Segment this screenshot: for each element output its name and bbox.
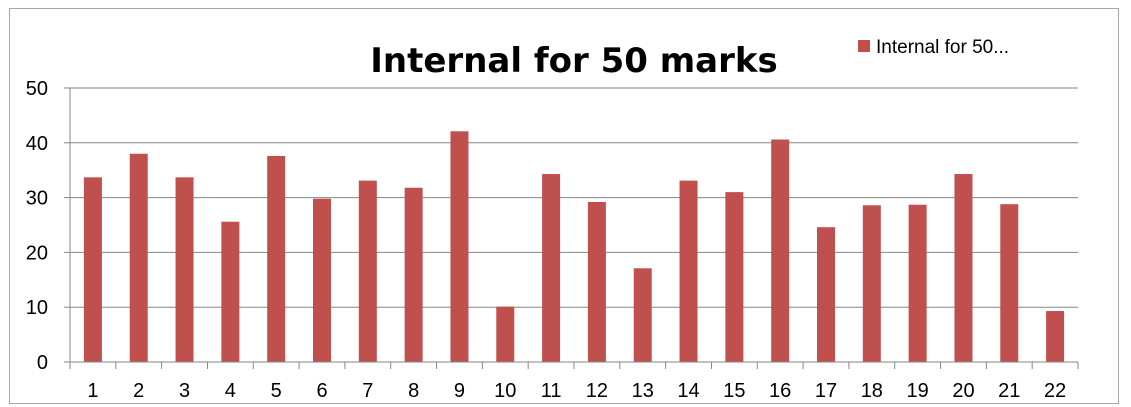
bar <box>129 153 148 362</box>
bar <box>404 187 423 362</box>
legend: Internal for 50... <box>858 37 1009 58</box>
gridlines <box>70 87 1078 308</box>
x-tick-label: 2 <box>133 380 144 402</box>
x-tick-label: 20 <box>952 380 974 402</box>
bar <box>725 192 744 362</box>
bar <box>175 177 194 362</box>
x-tick-label: 17 <box>815 380 837 402</box>
bar <box>679 180 698 362</box>
bar <box>908 204 927 362</box>
bar <box>1046 311 1065 362</box>
bar <box>358 180 377 362</box>
x-tick-label: 8 <box>408 380 419 402</box>
x-tick-label: 13 <box>632 380 654 402</box>
bar <box>267 155 286 362</box>
x-tick-label: 11 <box>541 380 562 402</box>
x-tick-label: 18 <box>861 380 883 402</box>
bar <box>817 227 835 362</box>
bar <box>771 139 790 362</box>
x-tick-label: 16 <box>769 380 791 402</box>
bar <box>450 131 469 362</box>
x-tick-label: 4 <box>225 380 236 402</box>
bar <box>542 174 561 362</box>
bar <box>221 221 240 362</box>
x-tick-label: 9 <box>454 380 465 402</box>
x-axis-ticks: 1 2 3 4 5 6 7 8 9 10 11 12 13 14 15 16 17 18 19 20 21 22 <box>87 380 1066 402</box>
x-tick-label: 7 <box>362 380 373 402</box>
chart-title: Internal for 50 marks <box>370 41 777 81</box>
x-tick-label: 10 <box>494 380 516 402</box>
bar <box>496 306 515 362</box>
bars <box>83 131 1065 362</box>
x-tick-label: 3 <box>179 380 190 402</box>
bar <box>633 268 652 362</box>
y-tick-label: 40 <box>26 133 48 155</box>
bar <box>954 174 973 362</box>
bar <box>83 177 102 362</box>
x-tick-label: 19 <box>907 380 929 402</box>
x-tick-label: 22 <box>1044 380 1066 402</box>
y-tick-label: 50 <box>26 78 48 100</box>
chart-frame <box>9 8 1119 404</box>
x-tick-label: 6 <box>316 380 327 402</box>
y-tick-label: 20 <box>26 242 48 264</box>
legend-label: Internal for 50... <box>876 37 1009 58</box>
x-tick-label: 5 <box>271 380 282 402</box>
x-tick-label: 21 <box>998 380 1020 402</box>
legend-swatch <box>858 40 870 52</box>
y-tick-label: 0 <box>37 352 48 374</box>
x-tick-label: 12 <box>586 380 608 402</box>
x-tick-label: 1 <box>87 380 98 402</box>
x-tick-label: 14 <box>677 380 699 402</box>
bar <box>862 205 881 362</box>
x-tick-label: 15 <box>723 380 745 402</box>
axes <box>69 88 1079 369</box>
y-axis-ticks: 0 10 20 30 40 50 <box>26 78 70 374</box>
y-tick-label: 30 <box>26 188 48 210</box>
bar <box>587 201 606 362</box>
bar <box>1000 204 1019 362</box>
bar <box>313 198 331 362</box>
y-tick-label: 10 <box>26 297 48 319</box>
